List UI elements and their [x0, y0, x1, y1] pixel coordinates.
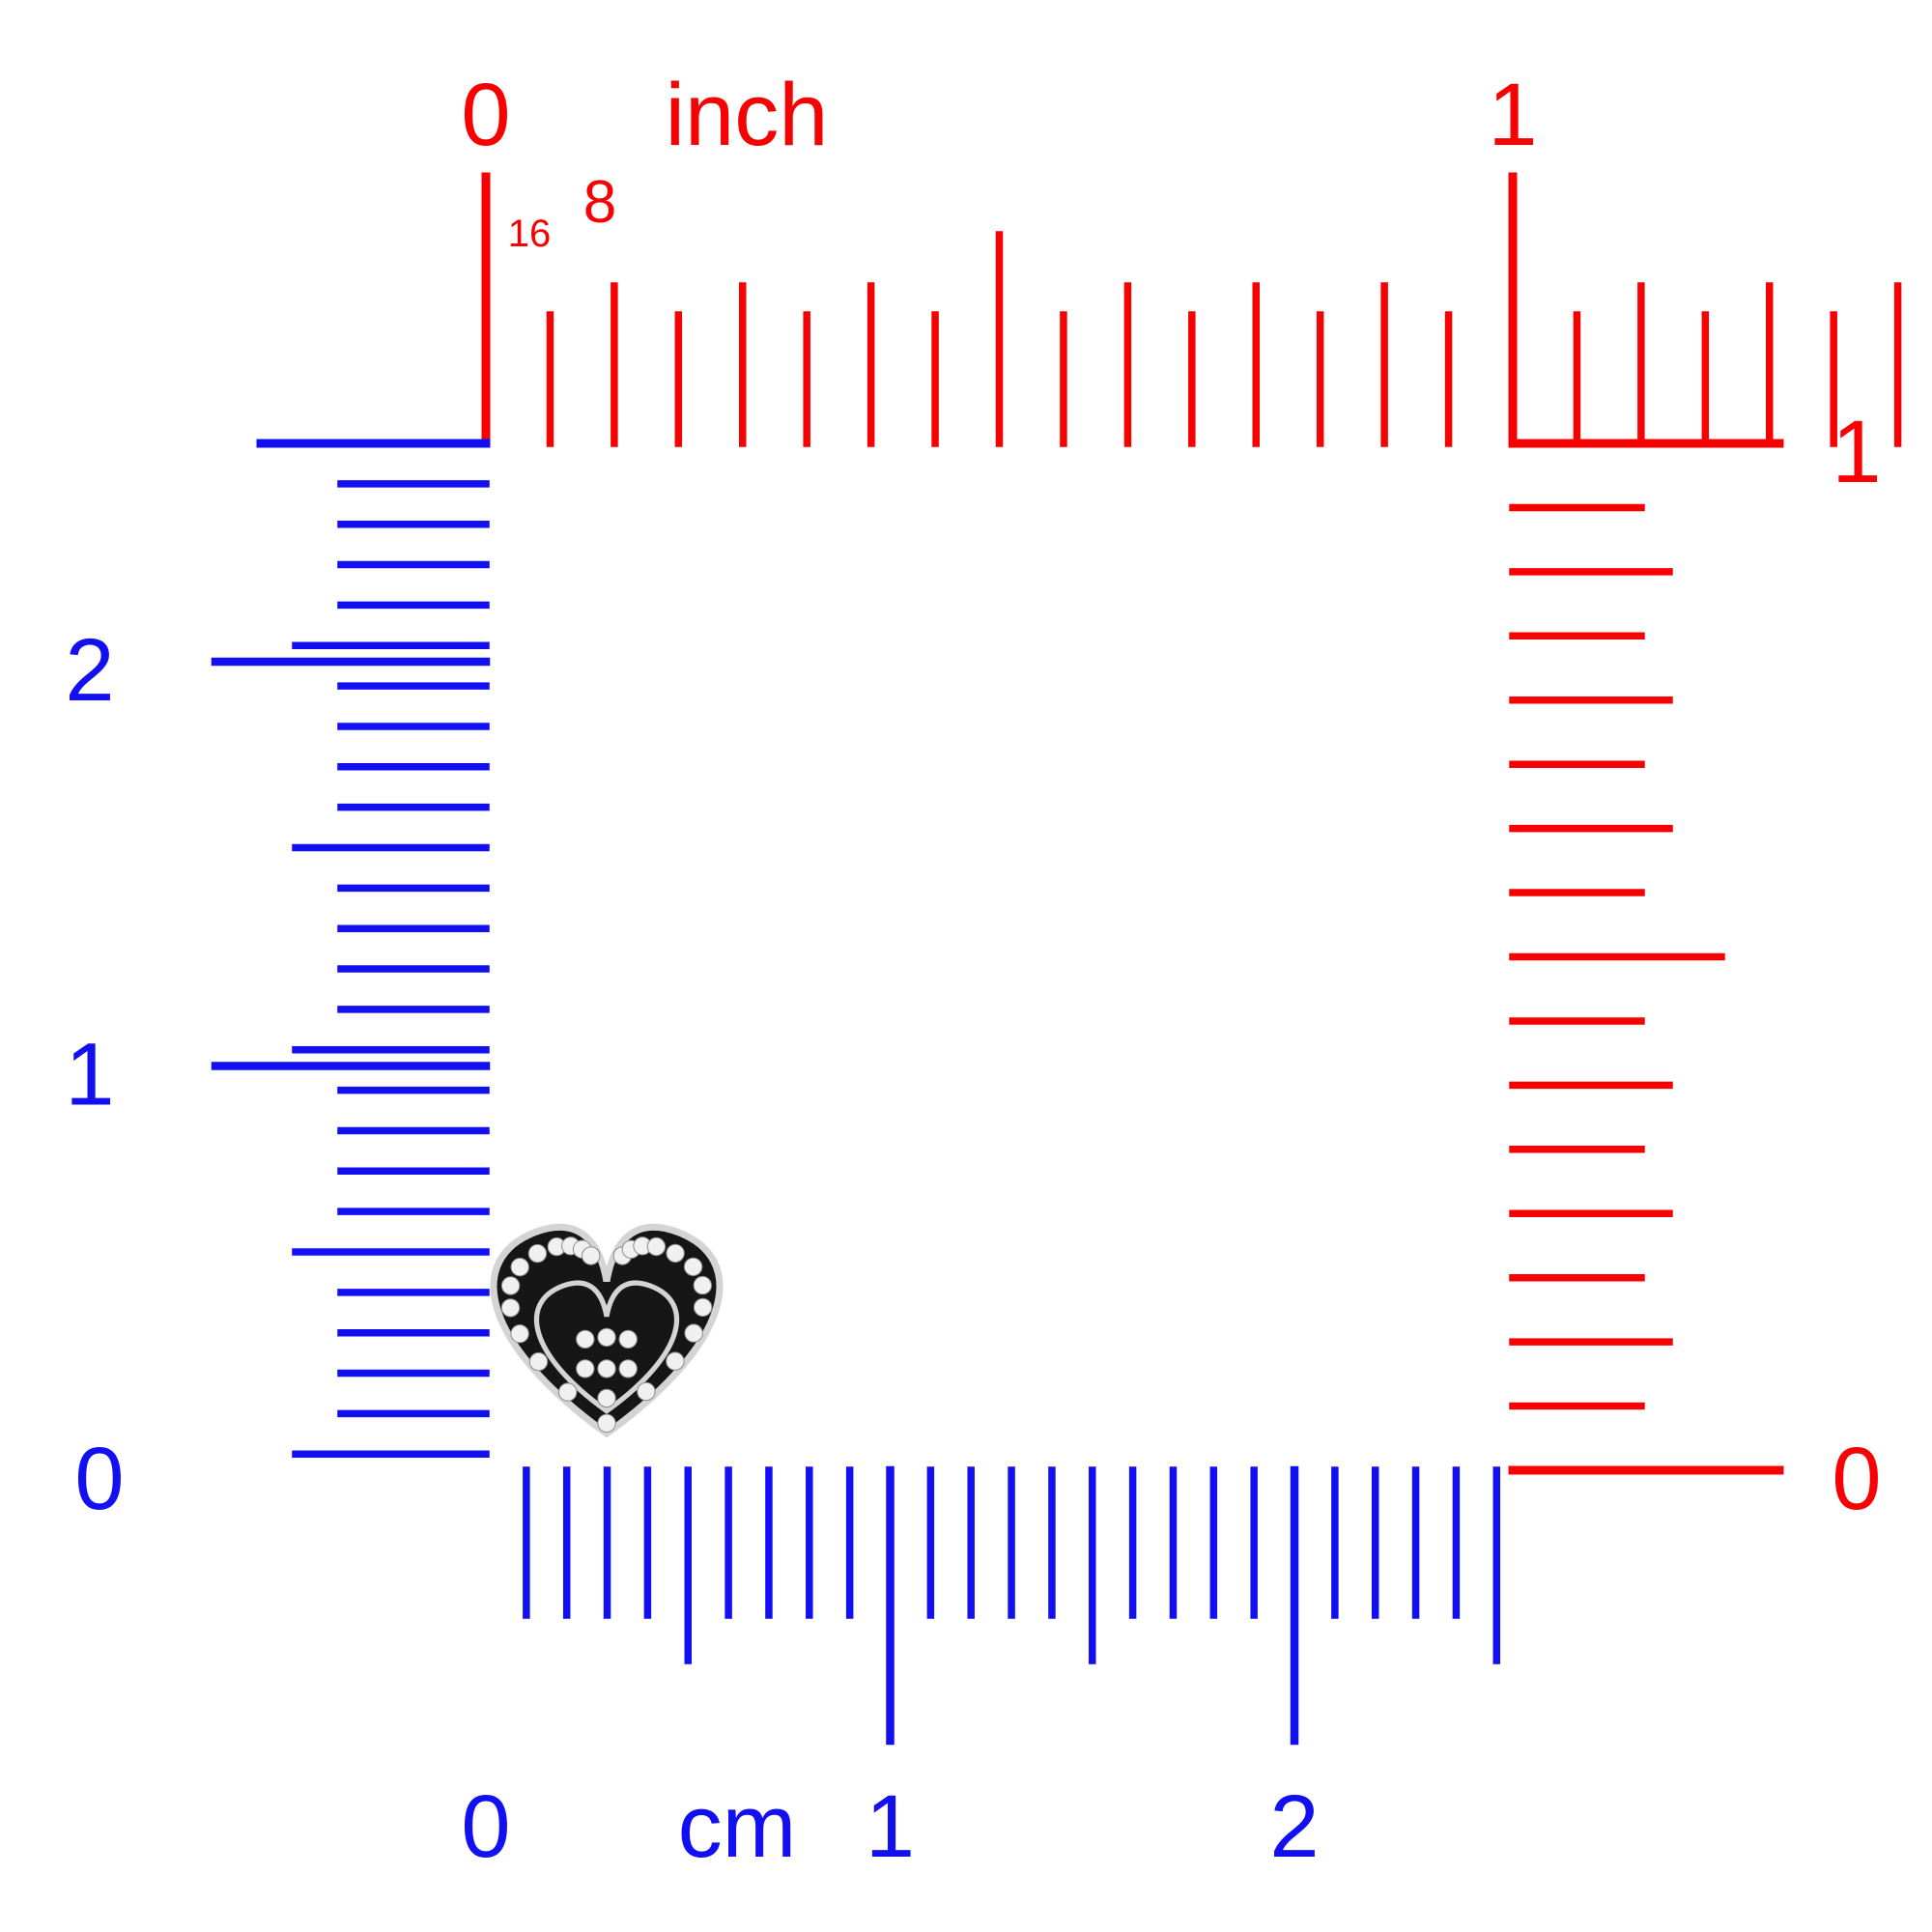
svg-text:0: 0	[74, 1430, 124, 1528]
svg-text:16: 16	[508, 213, 552, 255]
svg-text:1: 1	[1832, 403, 1881, 501]
svg-text:1: 1	[1488, 66, 1537, 164]
svg-text:2: 2	[65, 621, 114, 720]
svg-text:2: 2	[1269, 1777, 1319, 1876]
svg-text:0: 0	[461, 66, 510, 164]
svg-text:inch: inch	[666, 66, 829, 164]
svg-text:0: 0	[1832, 1430, 1881, 1528]
svg-text:cm: cm	[678, 1777, 797, 1876]
svg-text:1: 1	[65, 1026, 114, 1124]
svg-text:1: 1	[866, 1777, 915, 1876]
svg-text:8: 8	[583, 169, 616, 236]
svg-text:0: 0	[461, 1777, 510, 1876]
